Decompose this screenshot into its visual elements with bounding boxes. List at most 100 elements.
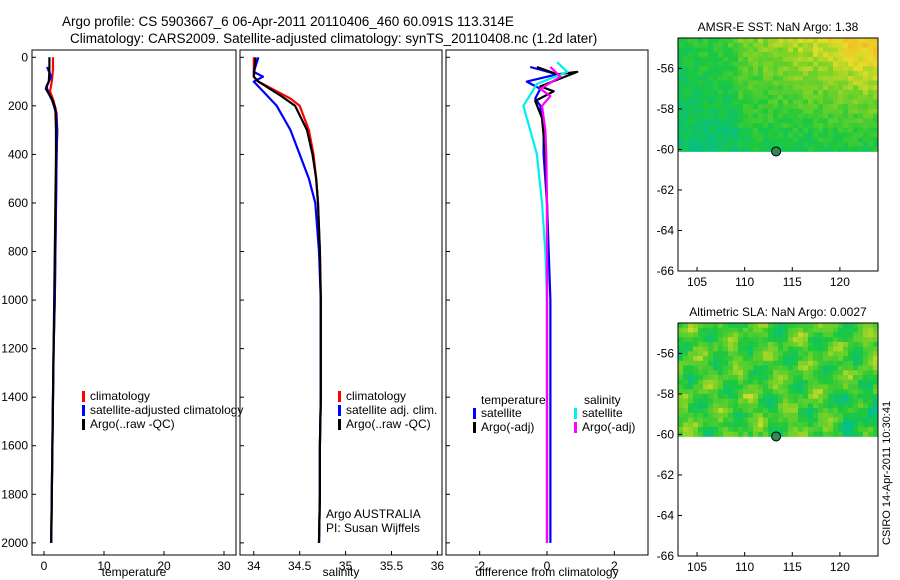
sla_map-cell bbox=[813, 403, 819, 409]
sla_map-cell bbox=[733, 327, 739, 333]
sla_map-cell bbox=[773, 412, 779, 418]
sst_map-cell bbox=[768, 104, 774, 110]
argo-program-label: Argo AUSTRALIA bbox=[326, 507, 421, 521]
sst_map-cell bbox=[718, 94, 724, 100]
sla_map-cell bbox=[773, 379, 779, 385]
sla_map-cell bbox=[843, 327, 849, 333]
sla_map-cell bbox=[758, 417, 764, 423]
sst_map-cell bbox=[868, 47, 874, 53]
sst_map-cell bbox=[828, 42, 834, 48]
sla_map-frame bbox=[677, 322, 879, 557]
sla_map-cell bbox=[788, 389, 794, 395]
sla_map-cell bbox=[763, 351, 769, 357]
sla_map-cell bbox=[858, 346, 864, 352]
sla_map-cell bbox=[748, 327, 754, 333]
sst_map-cell bbox=[763, 137, 769, 143]
sst_map-cell bbox=[763, 38, 769, 44]
sla_map-cell bbox=[858, 337, 864, 343]
sla_map-cell bbox=[768, 370, 774, 376]
sla_map-cell bbox=[748, 332, 754, 338]
sla_map-cell bbox=[808, 365, 814, 371]
sla_map-title: Altimetric SLA: NaN Argo: 0.0027 bbox=[689, 305, 867, 319]
sst_map-cell bbox=[748, 104, 754, 110]
sst_map-cell bbox=[728, 132, 734, 138]
sla_map-cell bbox=[738, 412, 744, 418]
sla_map-cell bbox=[698, 327, 704, 333]
sst_map-cell bbox=[733, 118, 739, 124]
sst_map-cell bbox=[723, 108, 729, 115]
sla_map-cell bbox=[873, 403, 879, 409]
sst_map-cell bbox=[833, 71, 839, 77]
sla_map-cell bbox=[723, 427, 729, 433]
sla_map-cell bbox=[813, 384, 819, 390]
sla_map-cell bbox=[683, 393, 689, 400]
sst_map-cell bbox=[773, 118, 779, 124]
sla_map-cell bbox=[733, 422, 739, 428]
salinity-legend-swatch bbox=[338, 405, 341, 416]
sla_map-cell bbox=[738, 379, 744, 385]
sla_map-cell bbox=[693, 365, 699, 371]
sst_map-cell bbox=[833, 123, 839, 129]
sla_map-cell bbox=[808, 356, 814, 362]
sla_map-cell bbox=[823, 393, 829, 400]
sla_map-cell bbox=[708, 341, 714, 348]
sla_map-cell bbox=[718, 346, 724, 352]
sst_map-cell bbox=[803, 132, 809, 138]
sst_map-cell bbox=[778, 94, 784, 100]
sla_map-cell bbox=[838, 398, 844, 404]
sst_map-cell bbox=[773, 90, 779, 96]
sst_map-cell bbox=[863, 132, 869, 138]
sst_map-cell bbox=[858, 71, 864, 77]
sla_map-cell bbox=[758, 412, 764, 418]
sst_map-cell bbox=[683, 132, 689, 138]
sst_map-cell bbox=[723, 113, 729, 119]
sst_map-cell bbox=[798, 42, 804, 48]
sst_map-cell bbox=[853, 47, 859, 53]
sla_map-cell bbox=[753, 337, 759, 343]
sst_map-cell bbox=[703, 94, 709, 100]
sla_map-cell bbox=[838, 370, 844, 376]
sst_map-cell bbox=[833, 113, 839, 119]
sla_map-cell bbox=[828, 384, 834, 390]
sla_map-cell bbox=[783, 360, 789, 366]
sst_map-cell bbox=[833, 90, 839, 96]
sla_map-cell bbox=[753, 327, 759, 333]
sla_map-cell bbox=[678, 393, 684, 400]
sst_map-cell bbox=[843, 66, 849, 72]
sst_map-cell bbox=[738, 132, 744, 138]
sla_map-cell bbox=[708, 323, 714, 329]
sla_map-cell bbox=[753, 422, 759, 428]
sla_map-cell bbox=[808, 408, 814, 414]
sst_map-cell bbox=[783, 47, 789, 53]
sla_map-cell bbox=[858, 332, 864, 338]
salinity-legend-swatch bbox=[338, 419, 341, 430]
sla_map-cell bbox=[823, 346, 829, 352]
sst_map-cell bbox=[708, 127, 714, 133]
sst_map-cell bbox=[728, 90, 734, 96]
sla_map-cell bbox=[788, 365, 794, 371]
sst_map-cell bbox=[748, 137, 754, 143]
sla_map-cell bbox=[813, 356, 819, 362]
sst_map-cell bbox=[723, 61, 729, 67]
sst_map-cell bbox=[688, 56, 694, 63]
salinity-legend-label: satellite adj. clim. bbox=[346, 403, 437, 417]
sla_map-cell bbox=[858, 431, 864, 437]
sst_map-cell bbox=[803, 85, 809, 91]
sla_map-cell bbox=[793, 370, 799, 376]
sla_map-cell bbox=[853, 379, 859, 385]
sst_map-cell bbox=[743, 66, 749, 72]
sla_map-cell bbox=[733, 332, 739, 338]
sst_map-cell bbox=[718, 142, 724, 148]
sst_map-cell bbox=[778, 85, 784, 91]
sla_map-cell bbox=[848, 375, 854, 381]
sst_map-cell bbox=[778, 118, 784, 124]
sla_map-cell bbox=[778, 375, 784, 381]
sst_map-cell bbox=[713, 38, 719, 44]
sst_map-cell bbox=[703, 85, 709, 91]
sla_map-cell bbox=[803, 356, 809, 362]
sst_map-cell bbox=[838, 85, 844, 91]
sla_map-cell bbox=[728, 422, 734, 428]
sst_map-cell bbox=[758, 94, 764, 100]
sla_map-cell bbox=[683, 384, 689, 390]
sla_map-cell bbox=[743, 375, 749, 381]
